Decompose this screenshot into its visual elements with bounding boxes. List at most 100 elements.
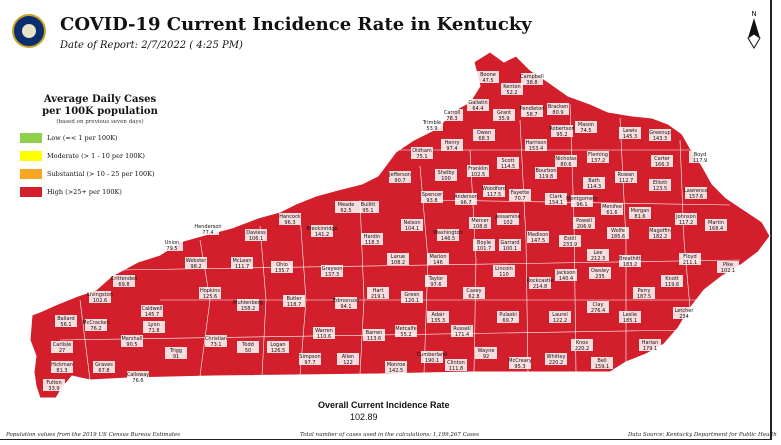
county-label-background [661, 275, 683, 287]
county-name: Edmonson [333, 298, 359, 304]
county-name: Marion [429, 254, 446, 260]
county-label-background [583, 177, 605, 189]
county-name: Pike [723, 262, 733, 268]
county-name: Lincoln [495, 266, 513, 272]
county-label-background [473, 129, 495, 141]
county-rate: 190.1 [425, 358, 439, 364]
county-rate: 97.7 [304, 360, 315, 366]
county-name: Boyd [694, 152, 707, 158]
county-label-background [521, 105, 543, 117]
county-label-background [311, 225, 333, 237]
legend-label: High (>25+ per 100K) [47, 188, 122, 196]
county-name: Trigg [169, 348, 182, 354]
county-name: Laurel [552, 312, 567, 318]
county-rate: 185.6 [611, 234, 625, 240]
county-rate: 123.5 [653, 186, 667, 192]
county-label-background [361, 233, 383, 245]
county-rate: 81.6 [634, 214, 645, 220]
county-label-background [619, 311, 641, 323]
county-name: Logan [270, 342, 285, 348]
county-name: Calloway [127, 372, 150, 378]
county-label-background [589, 267, 611, 279]
county-rate: 70.7 [514, 196, 525, 202]
county-name: Meade [338, 202, 355, 208]
legend-swatch [20, 187, 42, 197]
county-label-background [619, 127, 641, 139]
county-name: Montgomery [566, 196, 598, 202]
county-rate: 74.5 [580, 128, 591, 134]
county-name: Henry [444, 140, 459, 146]
county-label-background [673, 307, 695, 319]
county-name: Whitley [547, 354, 566, 360]
county-boundary [519, 119, 529, 373]
county-name: Hart [373, 288, 384, 294]
county-label-background [685, 187, 707, 199]
county-name: Henderson [194, 224, 221, 230]
county-label-background [463, 287, 485, 299]
county-label-background [473, 239, 495, 251]
county-rate: 98.2 [190, 264, 201, 270]
county-name: Owsley [591, 268, 609, 274]
county-name: Barren [366, 330, 383, 336]
legend-title-line2: per 100K population [42, 106, 158, 117]
county-label-background [121, 335, 143, 347]
county-name: Wolfe [611, 228, 625, 234]
footer-population-note: Population values from the 2019 US Censu… [6, 432, 181, 438]
county-name: McCreary [508, 358, 532, 364]
county-boundary [469, 149, 477, 373]
county-label-background [199, 287, 221, 299]
county-rate: 79.5 [166, 246, 177, 252]
county-label-background [555, 155, 577, 167]
county-name: Graves [95, 362, 113, 368]
county-rate: 114.3 [587, 184, 601, 190]
county-rate: 119.6 [665, 282, 679, 288]
county-name: Green [404, 292, 419, 298]
county-rate: 119.8 [539, 174, 553, 180]
county-label-background [435, 169, 457, 181]
county-rate: 69.8 [118, 282, 129, 288]
county-rate: 102.6 [93, 298, 107, 304]
county-rate: 117.5 [487, 192, 501, 198]
county-name: Bracken [548, 104, 568, 110]
county-name: Elliott [653, 180, 667, 186]
county-rate: 108.8 [473, 224, 487, 230]
county-label-background [545, 353, 567, 365]
legend-swatch [20, 133, 42, 143]
county-label-background [421, 119, 443, 131]
county-name: Mason [578, 122, 594, 128]
county-label-background [445, 359, 467, 371]
county-rate: 100.1 [503, 246, 517, 252]
county-label-background [89, 291, 111, 303]
county-rate: 62.8 [468, 294, 479, 300]
county-label-background [467, 165, 489, 177]
county-name: Lewis [623, 128, 637, 134]
county-rate: 147.5 [531, 238, 545, 244]
county-rate: 55.2 [400, 332, 411, 338]
